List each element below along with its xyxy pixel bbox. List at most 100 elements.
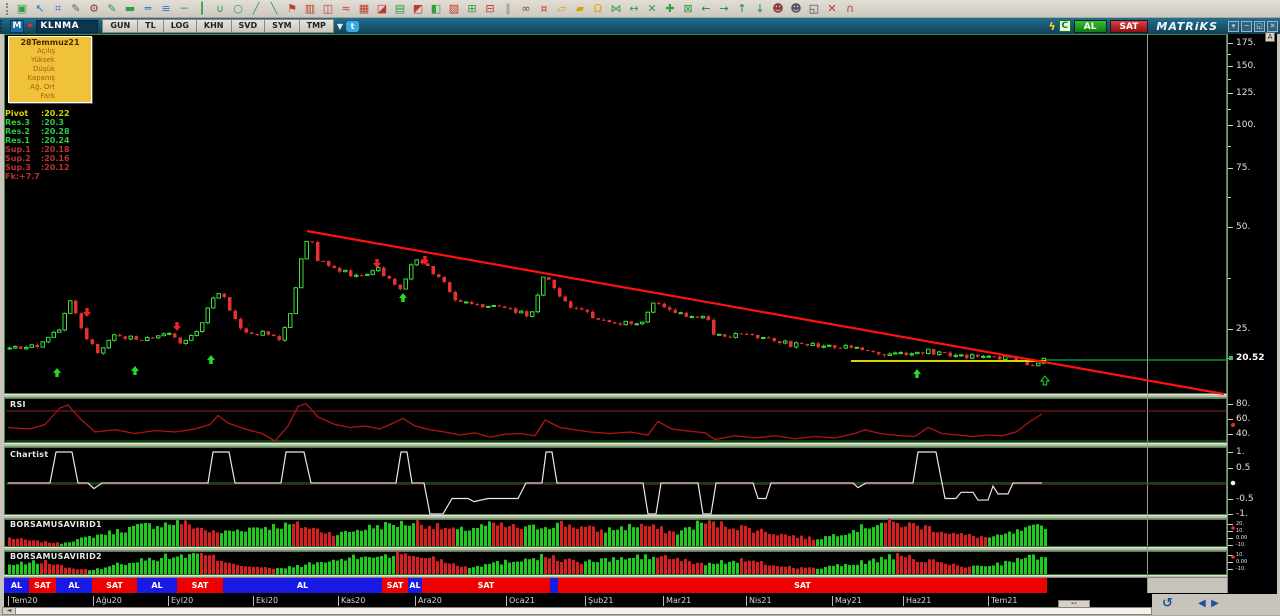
arc-icon[interactable]: ∪ — [215, 2, 225, 15]
menu-m-button[interactable]: M — [10, 19, 24, 33]
date-info-box[interactable]: 28Temmuz21 Açılış Yüksek Düşük Kapanış Ağ. O… — [8, 36, 92, 103]
ellipse-icon[interactable]: ○ — [233, 2, 243, 15]
window-controls: ▾ ─ ◱ ✕ — [1226, 20, 1278, 32]
staggered-lines-icon[interactable]: ≡ — [161, 2, 171, 15]
note-icon[interactable]: ✎ — [71, 2, 81, 15]
channel-icon[interactable]: ╲ — [270, 2, 278, 15]
candle-chart-icon[interactable]: ◫ — [322, 2, 334, 15]
data-sheet-icon[interactable]: ⊟ — [485, 2, 495, 15]
time-axis-label: Mar21 — [663, 596, 691, 606]
al-sat-signal-bar: AL SAT AL SAT AL SAT AL SAT AL SAT SAT — [4, 578, 1147, 593]
arrow-up-icon[interactable]: ↑ — [737, 2, 747, 15]
time-axis-label: Tem20 — [8, 596, 37, 606]
crosshair-icon[interactable]: ⌗ — [54, 2, 62, 15]
axis-tick — [1228, 514, 1233, 515]
chart-import-icon[interactable]: ◩ — [412, 2, 424, 15]
pane-splitter[interactable] — [4, 394, 1277, 398]
arc-tool-icon[interactable]: ∩ — [845, 2, 855, 15]
twitter-icon[interactable]: t — [346, 20, 360, 32]
period-button-log[interactable]: LOG — [162, 19, 196, 33]
hatch-icon[interactable]: ∥ — [505, 2, 511, 15]
compress-vertical-icon[interactable]: ✕ — [647, 2, 657, 15]
scroll-left-button[interactable]: ◄ — [3, 608, 16, 614]
volume-chart-icon[interactable]: ▦ — [358, 2, 370, 15]
chart-up-icon[interactable]: ◧ — [430, 2, 442, 15]
price-axis-label: 100. — [1236, 120, 1257, 131]
line-chart-icon[interactable]: ≈ — [341, 2, 351, 15]
win-close-icon[interactable]: ✕ — [1267, 20, 1278, 32]
win-minimize-icon[interactable]: ─ — [1241, 20, 1252, 32]
expand-vertical-icon[interactable]: ✚ — [665, 2, 675, 15]
user-search-icon[interactable]: ☻ — [772, 2, 784, 15]
chartist-label: Chartist — [10, 450, 49, 459]
trendline-icon[interactable]: ╱ — [252, 2, 260, 15]
arrow-down-icon[interactable]: ↓ — [755, 2, 765, 15]
signal-segment-sat: SAT — [382, 578, 408, 593]
pointer-icon[interactable]: ↖ — [35, 2, 45, 15]
parallel-lines-icon[interactable]: ═ — [144, 2, 152, 15]
scroll-resize-button[interactable]: ⊷ — [1058, 600, 1090, 608]
win-restore-icon[interactable]: ◱ — [1254, 20, 1265, 32]
binoculars-icon[interactable]: ∞ — [521, 2, 531, 15]
period-button-gun[interactable]: GUN — [102, 19, 138, 33]
signal-segment-sat: SAT — [29, 578, 56, 593]
chart-export-icon[interactable]: ◪ — [376, 2, 388, 15]
compress-horizontal-icon[interactable]: ⋈ — [610, 2, 622, 15]
period-button-strip: GUN TL LOG KHN SVD SYM TMP — [102, 19, 334, 33]
quick-trade-icon[interactable]: ϟ — [1048, 19, 1056, 33]
horizontal-line-icon[interactable]: ─ — [180, 2, 188, 15]
data-table-icon[interactable]: ⊞ — [467, 2, 477, 15]
win-pin-icon[interactable]: ▾ — [1228, 20, 1239, 32]
chart-plot-area[interactable] — [4, 34, 1227, 394]
chart-grid-icon[interactable]: ▤ — [394, 2, 406, 15]
sell-button[interactable]: SAT — [1109, 19, 1149, 33]
hist2-axis-label: 10. — [1236, 552, 1244, 558]
pane-splitter[interactable] — [4, 515, 1277, 519]
delete-lines-icon[interactable]: ✕ — [827, 2, 837, 15]
pane-splitter[interactable] — [4, 443, 1277, 447]
tools-icon[interactable]: ⚙ — [89, 2, 99, 15]
period-button-sym[interactable]: SYM — [264, 19, 299, 33]
toolbar-drag-handle[interactable] — [6, 2, 10, 15]
folder-open-icon[interactable]: ▱ — [557, 2, 567, 15]
pivot-row: Res.1:20.24 — [5, 136, 70, 145]
pane-splitter[interactable] — [4, 575, 1277, 578]
hist1-axis-label: 10. — [1236, 528, 1244, 534]
bar-navigation-arrows[interactable]: ◀ ▶ — [1198, 598, 1220, 609]
time-axis-label: Ara20 — [415, 596, 442, 606]
vertical-line-icon[interactable]: ┃ — [198, 2, 206, 15]
buy-button[interactable]: AL — [1073, 19, 1107, 33]
arrow-left-icon[interactable]: ← — [701, 2, 711, 15]
chevron-down-icon[interactable]: ▼ — [336, 21, 344, 31]
price-axis[interactable]: A 175. 150. 125. 100. 75. 50. 25. 20.52 80. 60. 40… — [1228, 32, 1277, 594]
info-row-label: Kapanış — [27, 74, 55, 82]
symbol-input[interactable]: KLNMA — [36, 19, 99, 33]
expand-horizontal-icon[interactable]: ↔ — [629, 2, 639, 15]
horizontal-scrollbar[interactable]: ◄ — [2, 607, 1152, 615]
symbol-toolbar-drag-handle[interactable] — [0, 20, 4, 32]
arrow-right-icon[interactable]: → — [719, 2, 729, 15]
close-all-icon[interactable]: ⊠ — [683, 2, 693, 15]
unlock-icon[interactable]: ▣ — [16, 2, 28, 15]
alarm-bell-icon[interactable]: Ω — [593, 2, 603, 15]
chart-down-icon[interactable]: ▨ — [448, 2, 460, 15]
period-button-svd[interactable]: SVD — [230, 19, 265, 33]
axis-tick — [1228, 545, 1233, 546]
flag-chart-icon[interactable]: ⚑ — [287, 2, 297, 15]
bar-chart-icon[interactable]: ▥ — [304, 2, 316, 15]
period-button-tmp[interactable]: TMP — [298, 19, 334, 33]
signal-segment-al — [550, 578, 558, 593]
signal-segment-sat: SAT — [422, 578, 550, 593]
stamp-icon[interactable]: ¤ — [540, 2, 548, 15]
period-button-tl[interactable]: TL — [137, 19, 163, 33]
pencil-icon[interactable]: ✎ — [107, 2, 117, 15]
mini-chart-icon[interactable]: ◱ — [808, 2, 820, 15]
user-info-icon[interactable]: ☻ — [790, 2, 802, 15]
pane-splitter[interactable] — [4, 547, 1277, 551]
eraser-icon[interactable]: ▬ — [124, 2, 136, 15]
c-mode-button[interactable]: C — [1058, 20, 1071, 32]
period-button-khn[interactable]: KHN — [195, 19, 231, 33]
time-axis[interactable]: Tem20 Ağu20 Eyl20 Eki20 Kas20 Ara20 Oca21 Şub21… — [4, 593, 1277, 608]
axis-auto-button[interactable]: A — [1265, 32, 1275, 42]
folder-icon[interactable]: ▰ — [575, 2, 585, 15]
